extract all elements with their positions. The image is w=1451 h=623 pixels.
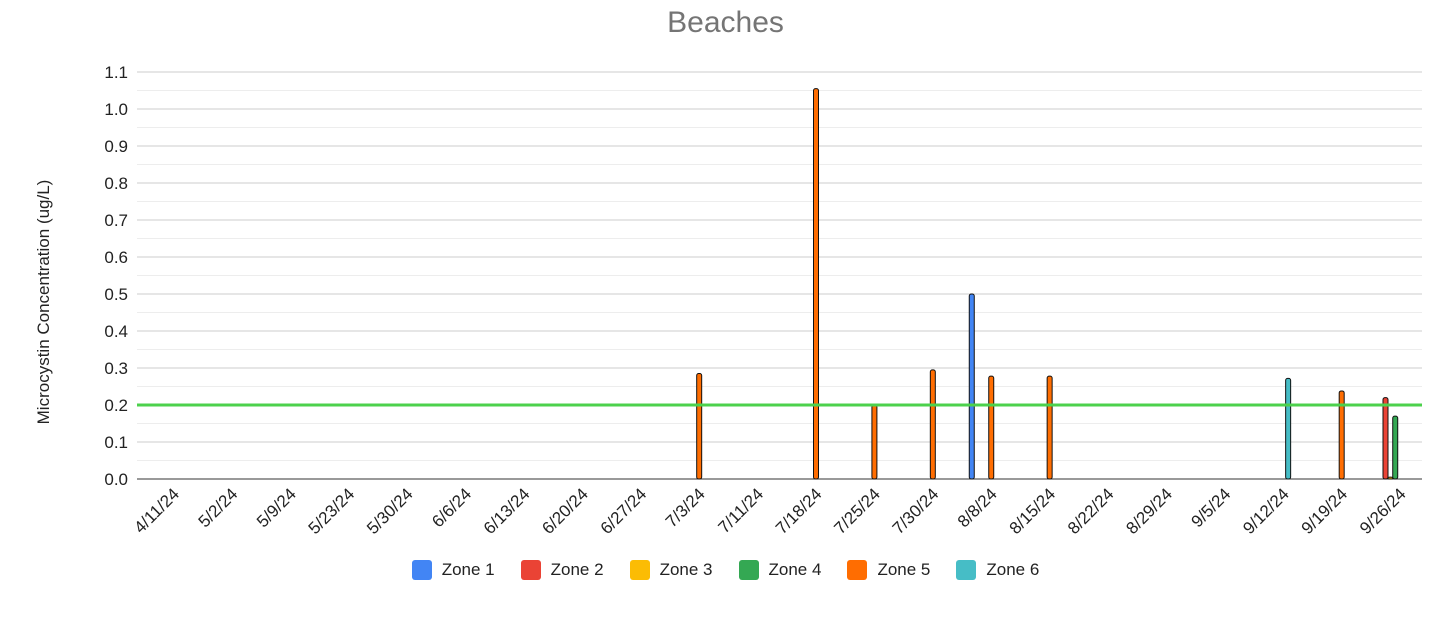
x-tick-label: 9/19/24 xyxy=(1298,484,1352,538)
x-tick-label: 9/12/24 xyxy=(1239,484,1293,538)
x-tick-label: 6/13/24 xyxy=(480,484,534,538)
bar-zone-1 xyxy=(968,293,975,480)
x-tick-label: 7/3/24 xyxy=(662,484,709,531)
bar-zone-5 xyxy=(988,375,995,480)
x-tick-label: 6/6/24 xyxy=(428,484,475,531)
legend-swatch xyxy=(629,560,650,580)
legend-item: Zone 5 xyxy=(847,560,930,580)
x-tick-label: 5/30/24 xyxy=(363,484,417,538)
legend-swatch xyxy=(847,560,868,580)
legend-swatch xyxy=(520,560,541,580)
legend-swatch xyxy=(956,560,977,580)
legend-item: Zone 6 xyxy=(956,560,1039,580)
y-tick-label: 1.0 xyxy=(104,100,128,119)
y-tick-label: 0.2 xyxy=(104,396,128,415)
y-tick-label: 0.1 xyxy=(104,433,128,452)
x-tick-label: 7/25/24 xyxy=(830,484,884,538)
x-tick-label: 5/2/24 xyxy=(195,484,242,531)
chart-title: Beaches xyxy=(667,6,784,39)
y-tick-label: 0.8 xyxy=(104,174,128,193)
x-tick-label: 8/15/24 xyxy=(1006,484,1060,538)
y-tick-label: 0.6 xyxy=(104,248,128,267)
legend-swatch xyxy=(738,560,759,580)
bar-zone-5 xyxy=(871,404,878,480)
legend-label: Zone 2 xyxy=(550,560,604,579)
y-tick-label: 0.3 xyxy=(104,359,128,378)
x-tick-label: 5/9/24 xyxy=(253,484,300,531)
x-tick-label: 8/29/24 xyxy=(1122,484,1176,538)
legend-label: Zone 6 xyxy=(986,560,1040,579)
bar-zone-5 xyxy=(813,88,820,480)
bar-zone-2 xyxy=(1382,397,1389,480)
legend-label: Zone 1 xyxy=(441,560,495,579)
x-tick-label: 6/27/24 xyxy=(597,484,651,538)
legend-label: Zone 5 xyxy=(877,560,931,579)
x-tick-label: 8/22/24 xyxy=(1064,484,1118,538)
legend-label: Zone 4 xyxy=(768,560,822,579)
legend-item: Zone 3 xyxy=(629,560,713,580)
bar-zone-4 xyxy=(1392,415,1399,480)
legend-item: Zone 4 xyxy=(738,560,822,580)
bar-zone-5 xyxy=(1338,390,1345,480)
legend-item: Zone 1 xyxy=(411,560,495,580)
y-tick-label: 0.9 xyxy=(104,137,128,156)
legend-item: Zone 2 xyxy=(520,560,604,580)
legend-label: Zone 3 xyxy=(659,560,713,579)
y-tick-label: 0.5 xyxy=(104,285,128,304)
x-tick-label: 4/11/24 xyxy=(130,484,183,537)
bar-zone-5 xyxy=(696,373,703,480)
bar-zone-3 xyxy=(1387,476,1394,480)
x-tick-label: 9/26/24 xyxy=(1356,484,1410,538)
y-tick-label: 1.1 xyxy=(104,63,128,82)
y-tick-label: 0.7 xyxy=(104,211,128,230)
legend-swatch xyxy=(411,560,432,580)
y-tick-label: 0.4 xyxy=(104,322,128,341)
x-tick-label: 5/23/24 xyxy=(305,484,359,538)
y-tick-label: 0.0 xyxy=(104,470,128,489)
x-tick-label: 7/11/24 xyxy=(714,484,767,537)
x-tick-label: 9/5/24 xyxy=(1188,484,1235,531)
x-tick-label: 8/8/24 xyxy=(954,484,1001,531)
bar-zone-5 xyxy=(1046,375,1053,480)
x-tick-label: 7/30/24 xyxy=(889,484,943,538)
x-tick-label: 7/18/24 xyxy=(772,484,826,538)
bar-zone-5 xyxy=(929,369,936,480)
legend: Zone 1 Zone 2 Zone 3 Zone 4 Zone 5 Zone 6 xyxy=(0,560,1451,580)
x-tick-label: 6/20/24 xyxy=(538,484,592,538)
bar-zone-6 xyxy=(1285,377,1292,480)
